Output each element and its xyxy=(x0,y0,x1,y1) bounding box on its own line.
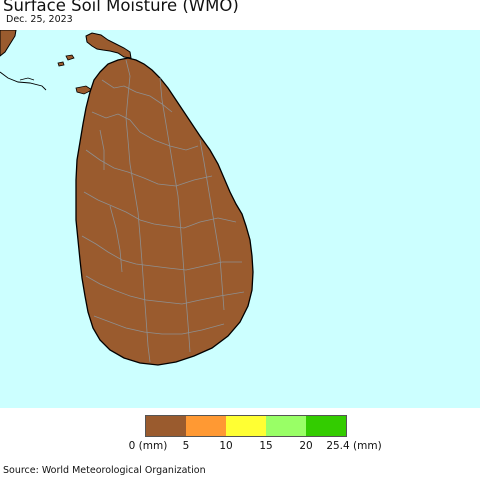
legend-swatch-15-20 xyxy=(266,416,306,436)
legend-colorbar xyxy=(145,415,347,437)
map-panel xyxy=(0,30,480,408)
district-boundaries xyxy=(81,59,245,363)
sri-lanka-landmass xyxy=(75,57,254,366)
source-credit: Source: World Meteorological Organizatio… xyxy=(3,465,206,476)
legend-label-20: 20 xyxy=(299,440,313,452)
india-coast-line xyxy=(0,71,47,91)
legend-label-15: 15 xyxy=(259,440,273,452)
jaffna-island xyxy=(65,54,75,61)
legend-swatch-5-10 xyxy=(186,416,226,436)
map-svg xyxy=(0,30,480,408)
mannar-island xyxy=(75,85,93,95)
legend-swatch-20-25 xyxy=(306,416,346,436)
legend-label-max: 25.4 (mm) xyxy=(326,440,382,452)
map-title: Surface Soil Moisture (WMO) xyxy=(3,0,239,15)
india-coast-line-2 xyxy=(19,77,35,81)
legend-swatch-10-15 xyxy=(226,416,266,436)
india-landmass xyxy=(0,30,17,57)
legend-label-5: 5 xyxy=(182,440,190,452)
legend-label-10: 10 xyxy=(219,440,233,452)
map-date: Dec. 25, 2023 xyxy=(6,14,73,25)
legend-swatch-0-5 xyxy=(146,416,186,436)
jaffna-island-2 xyxy=(57,61,65,67)
legend: 0 (mm) 5 10 15 20 25.4 (mm) xyxy=(0,408,480,462)
legend-label-min: 0 (mm) xyxy=(128,440,168,452)
